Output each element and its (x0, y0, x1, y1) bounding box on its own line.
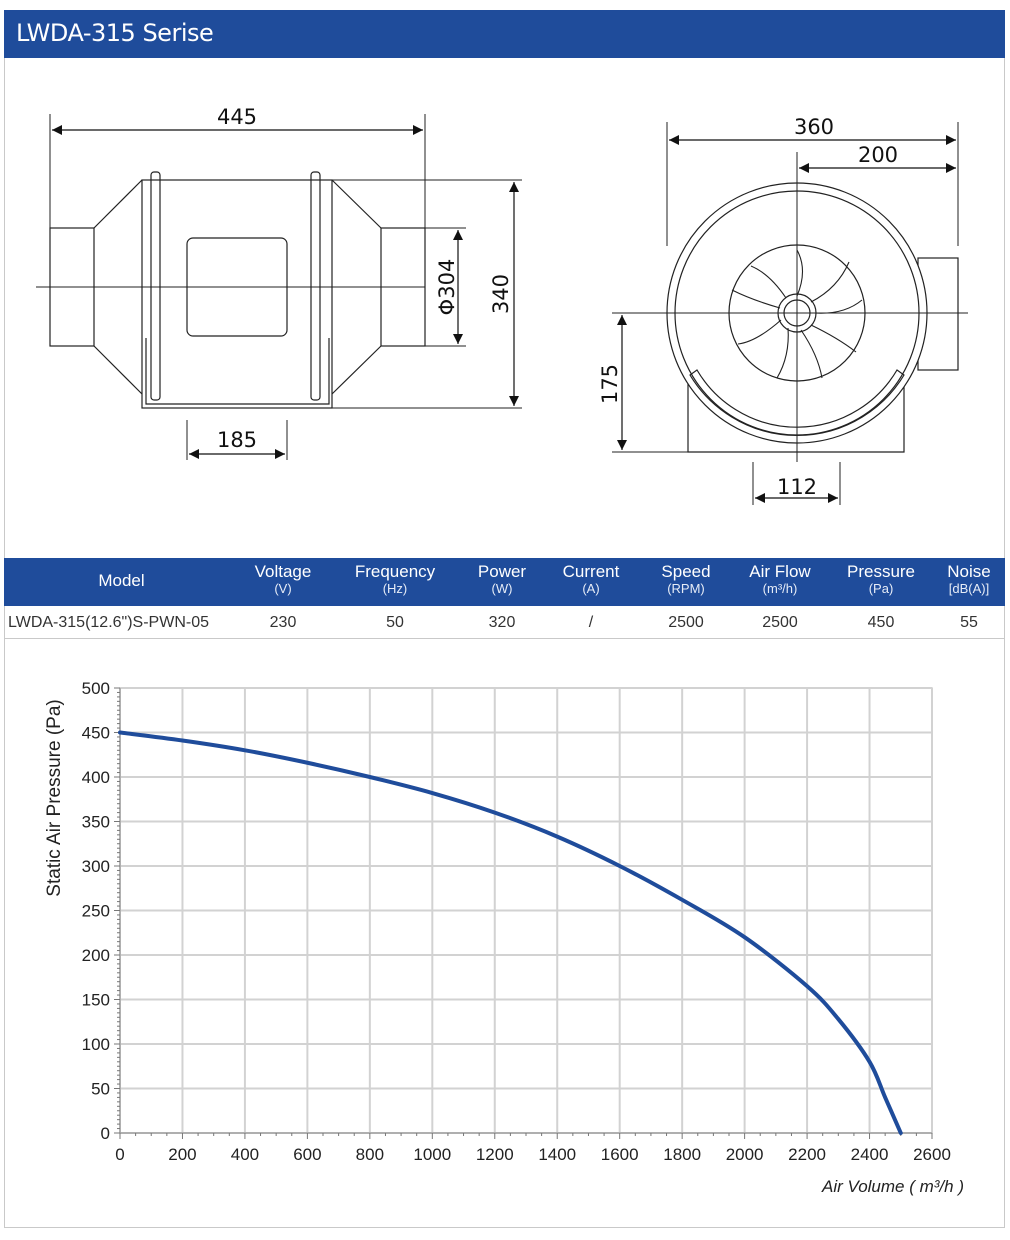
x-tick-label: 800 (356, 1145, 384, 1164)
col-power: Power (W) (477, 562, 527, 597)
cell-speed: 2500 (668, 614, 704, 631)
dim-half-width: 200 (858, 143, 898, 167)
x-tick-label: 1200 (476, 1145, 514, 1164)
page-title: LWDA-315 Serise (16, 19, 214, 47)
x-tick-label: 200 (168, 1145, 196, 1164)
x-tick-labels: 0 200 400 600 800 1000 1200 1400 1600 1800 2000 220… (115, 1145, 951, 1164)
col-voltage: Voltage (V) (254, 562, 312, 597)
cell-current: / (588, 614, 594, 631)
x-tick-label: 0 (115, 1145, 124, 1164)
cell-model: LWDA-315(12.6")S-PWN-05 (8, 614, 209, 631)
dim-height: 340 (489, 274, 513, 314)
dim-length: 445 (217, 105, 257, 129)
y-tick-label: 50 (91, 1080, 110, 1099)
y-tick-label: 250 (82, 902, 110, 921)
x-tick-label: 1600 (601, 1145, 639, 1164)
x-axis-label: Air Volume ( m³/h ) (821, 1177, 964, 1196)
dim-outer-width: 360 (794, 115, 834, 139)
x-tick-label: 600 (293, 1145, 321, 1164)
y-tick-label: 400 (82, 768, 110, 787)
col-model: Model (98, 571, 145, 590)
x-tick-label: 2200 (788, 1145, 826, 1164)
cell-voltage: 230 (269, 614, 297, 631)
x-tick-label: 1800 (663, 1145, 701, 1164)
pressure-curve (118, 730, 903, 1135)
col-frequency: Frequency (Hz) (354, 562, 436, 597)
spec-table-header: Model Voltage (V) Frequency (Hz) Power (W) … (4, 558, 1005, 606)
cell-noise: 55 (960, 614, 978, 631)
x-tick-label: 1400 (538, 1145, 576, 1164)
cell-power: 320 (488, 614, 516, 631)
chart-grid (119, 687, 933, 1134)
y-tick-label: 450 (82, 724, 110, 743)
chart-minor-ticks (114, 687, 933, 1139)
dim-diameter: Φ304 (435, 259, 459, 316)
dim-center-height: 175 (598, 364, 622, 404)
dimension-drawings: 445 Φ304 340 185 (36, 105, 968, 505)
dim-base-width: 185 (217, 428, 257, 452)
cell-pressure: 450 (867, 614, 895, 631)
y-tick-label: 200 (82, 946, 110, 965)
col-noise: Noise [dB(A)] (947, 562, 991, 597)
spec-table-row: LWDA-315(12.6")S-PWN-05 230 50 320 / 250… (4, 606, 1005, 639)
x-tick-label: 2600 (913, 1145, 951, 1164)
performance-chart: 0 200 400 600 800 1000 1200 1400 1600 1800 2000 220… (44, 679, 964, 1196)
y-tick-labels: 0 50 100 150 200 250 300 350 400 450 500 (82, 679, 110, 1143)
y-tick-label: 350 (82, 813, 110, 832)
cell-frequency: 50 (386, 614, 404, 631)
x-tick-label: 1000 (413, 1145, 451, 1164)
side-view-drawing (36, 114, 522, 460)
dim-foot-width: 112 (777, 475, 817, 499)
title-bar: LWDA-315 Serise (4, 10, 1005, 58)
col-current: Current (A) (562, 562, 620, 597)
front-view-drawing (612, 122, 968, 505)
y-tick-label: 300 (82, 857, 110, 876)
cell-air-flow: 2500 (762, 614, 798, 631)
col-pressure: Pressure (Pa) (846, 562, 916, 597)
col-speed: Speed (RPM) (661, 562, 711, 597)
x-tick-label: 2400 (851, 1145, 889, 1164)
y-tick-label: 500 (82, 679, 110, 698)
y-tick-label: 0 (101, 1124, 110, 1143)
y-axis-label: Static Air Pressure (Pa) (44, 699, 65, 896)
x-tick-label: 400 (231, 1145, 259, 1164)
y-tick-label: 100 (82, 1035, 110, 1054)
col-air-flow: Air Flow (m³/h) (749, 562, 811, 597)
y-tick-label: 150 (82, 991, 110, 1010)
x-tick-label: 2000 (726, 1145, 764, 1164)
